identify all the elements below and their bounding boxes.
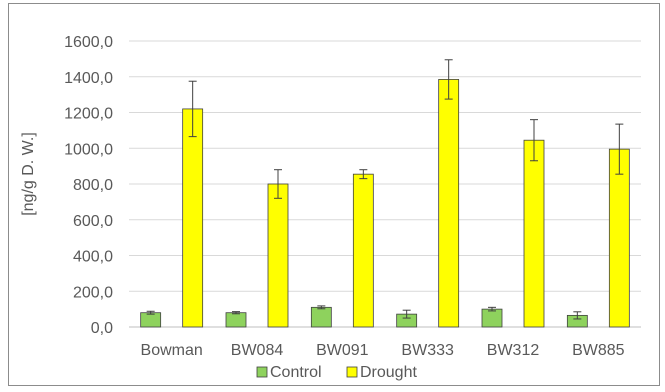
y-tick-label: 800,0 xyxy=(73,177,113,194)
chart-frame: [ng/g D. W.] 0,0 200,0 400,0 600,0 800,0 1000… xyxy=(8,3,660,386)
gridlines xyxy=(129,40,641,328)
legend-label-drought: Drought xyxy=(360,364,417,381)
y-tick-label: 0,0 xyxy=(91,320,113,337)
bar-control xyxy=(310,306,332,328)
bar-drought xyxy=(267,183,289,328)
bar-control xyxy=(225,312,247,328)
x-tick-label: BW091 xyxy=(316,342,369,359)
bar-drought xyxy=(182,108,204,328)
bar-drought xyxy=(608,148,630,328)
bar-drought xyxy=(438,79,460,328)
y-tick-label: 1400,0 xyxy=(64,70,113,87)
bar-drought xyxy=(523,139,545,328)
y-axis-label: [ng/g D. W.] xyxy=(20,132,37,216)
y-tick-label: 400,0 xyxy=(73,249,113,266)
legend-swatch-drought xyxy=(346,366,358,378)
legend: Control Drought xyxy=(256,364,417,381)
legend-swatch-control xyxy=(256,366,268,378)
y-tick-labels: 0,0 200,0 400,0 600,0 800,0 1000,0 1200,0 1400,… xyxy=(64,34,113,337)
x-tick-label: BW312 xyxy=(487,342,540,359)
y-tick-label: 200,0 xyxy=(73,284,113,301)
x-tick-label: BW084 xyxy=(231,342,284,359)
y-tick-label: 1600,0 xyxy=(64,34,113,51)
bar-drought xyxy=(352,173,374,328)
x-tick-labels: Bowman BW084 BW091 BW333 BW312 BW885 xyxy=(141,342,625,359)
y-tick-label: 1000,0 xyxy=(64,141,113,158)
legend-label-control: Control xyxy=(270,364,322,381)
bar-control xyxy=(140,312,162,328)
x-tick-label: BW885 xyxy=(572,342,625,359)
y-tick-label: 600,0 xyxy=(73,213,113,230)
bar-chart: [ng/g D. W.] 0,0 200,0 400,0 600,0 800,0 1000… xyxy=(20,34,641,381)
y-tick-label: 1200,0 xyxy=(64,106,113,123)
error-bars xyxy=(146,59,624,320)
x-tick-label: Bowman xyxy=(141,342,203,359)
x-tick-label: BW333 xyxy=(401,342,454,359)
bars xyxy=(140,79,630,328)
bar-control xyxy=(481,308,503,328)
